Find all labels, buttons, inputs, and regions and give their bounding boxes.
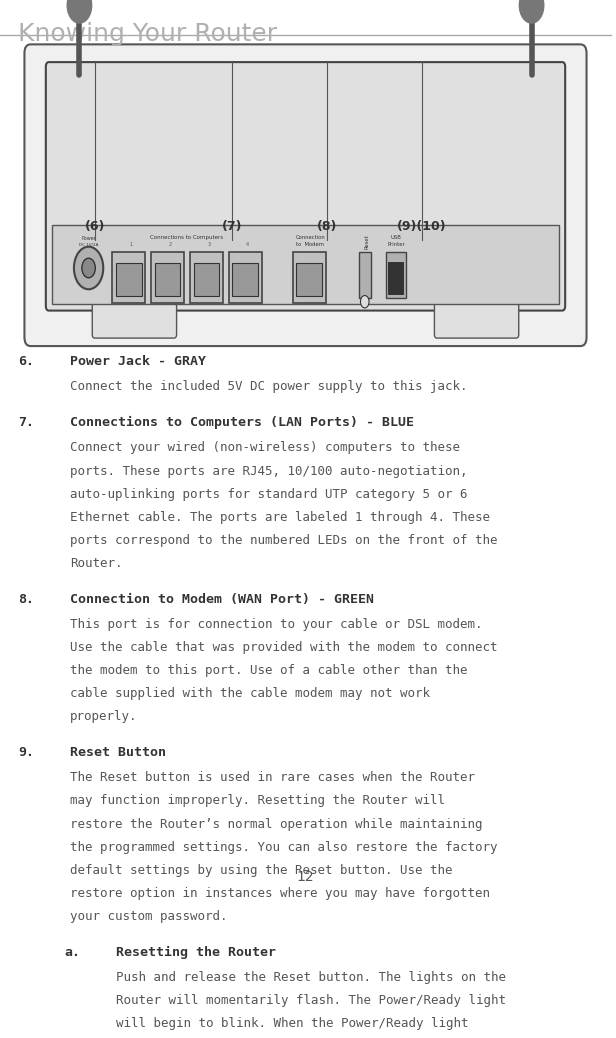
Text: Knowing Your Router: Knowing Your Router xyxy=(18,22,277,46)
Text: 2: 2 xyxy=(168,243,171,247)
Text: Ethernet cable. The ports are labeled 1 through 4. These: Ethernet cable. The ports are labeled 1 … xyxy=(70,511,490,524)
Text: Reset: Reset xyxy=(364,234,369,249)
FancyBboxPatch shape xyxy=(155,263,180,297)
Text: will begin to blink. When the Power/Ready light: will begin to blink. When the Power/Read… xyxy=(116,1017,469,1030)
Text: 9.: 9. xyxy=(18,746,34,759)
Text: Router.: Router. xyxy=(70,556,123,570)
Text: DC 1V/2A: DC 1V/2A xyxy=(79,243,99,247)
FancyBboxPatch shape xyxy=(229,252,262,303)
Text: the modem to this port. Use of a cable other than the: the modem to this port. Use of a cable o… xyxy=(70,664,468,677)
Text: Power: Power xyxy=(81,237,96,242)
Text: default settings by using the Reset button. Use the: default settings by using the Reset butt… xyxy=(70,864,453,877)
Text: (9)(10): (9)(10) xyxy=(397,220,447,233)
FancyBboxPatch shape xyxy=(193,263,219,297)
Text: Power Jack - GRAY: Power Jack - GRAY xyxy=(70,355,206,367)
Text: cable supplied with the cable modem may not work: cable supplied with the cable modem may … xyxy=(70,687,430,701)
Text: Connections to Computers (LAN Ports) - BLUE: Connections to Computers (LAN Ports) - B… xyxy=(70,416,415,429)
FancyBboxPatch shape xyxy=(113,252,145,303)
FancyBboxPatch shape xyxy=(52,224,559,304)
FancyBboxPatch shape xyxy=(293,252,326,303)
Text: Printer: Printer xyxy=(387,243,405,247)
Text: Reset Button: Reset Button xyxy=(70,746,166,759)
Text: your custom password.: your custom password. xyxy=(70,910,228,923)
Text: Use the cable that was provided with the modem to connect: Use the cable that was provided with the… xyxy=(70,641,498,654)
Text: Router will momentarily flash. The Power/Ready light: Router will momentarily flash. The Power… xyxy=(116,994,506,1007)
Text: ports. These ports are RJ45, 10/100 auto-negotiation,: ports. These ports are RJ45, 10/100 auto… xyxy=(70,465,468,477)
Text: (8): (8) xyxy=(317,220,337,233)
FancyBboxPatch shape xyxy=(25,45,586,346)
FancyBboxPatch shape xyxy=(359,252,371,298)
Circle shape xyxy=(67,0,92,23)
Text: 4: 4 xyxy=(246,243,249,247)
Text: restore option in instances where you may have forgotten: restore option in instances where you ma… xyxy=(70,886,490,900)
Text: Connect your wired (non-wireless) computers to these: Connect your wired (non-wireless) comput… xyxy=(70,441,460,455)
Text: 3: 3 xyxy=(208,243,211,247)
Circle shape xyxy=(360,296,369,308)
Text: Push and release the Reset button. The lights on the: Push and release the Reset button. The l… xyxy=(116,971,506,984)
FancyBboxPatch shape xyxy=(296,263,322,297)
FancyBboxPatch shape xyxy=(46,62,565,310)
Text: USB: USB xyxy=(391,236,402,241)
Text: the programmed settings. You can also restore the factory: the programmed settings. You can also re… xyxy=(70,841,498,853)
FancyBboxPatch shape xyxy=(92,303,177,338)
Text: 12: 12 xyxy=(297,870,314,883)
FancyBboxPatch shape xyxy=(116,263,142,297)
Circle shape xyxy=(82,258,95,278)
Text: a.: a. xyxy=(64,946,80,958)
FancyBboxPatch shape xyxy=(190,252,223,303)
FancyBboxPatch shape xyxy=(386,252,407,298)
Text: Connections to Computers: Connections to Computers xyxy=(150,236,223,241)
FancyBboxPatch shape xyxy=(434,303,519,338)
Text: (6): (6) xyxy=(84,220,105,233)
Text: to  Modem: to Modem xyxy=(296,243,325,247)
Text: ports correspond to the numbered LEDs on the front of the: ports correspond to the numbered LEDs on… xyxy=(70,534,498,547)
Circle shape xyxy=(74,247,103,290)
Text: 8.: 8. xyxy=(18,593,34,605)
FancyBboxPatch shape xyxy=(151,252,184,303)
Text: The Reset button is used in rare cases when the Router: The Reset button is used in rare cases w… xyxy=(70,771,476,785)
FancyBboxPatch shape xyxy=(232,263,258,297)
Text: This port is for connection to your cable or DSL modem.: This port is for connection to your cabl… xyxy=(70,618,483,631)
Text: (7): (7) xyxy=(222,220,243,233)
Text: properly.: properly. xyxy=(70,710,138,723)
Circle shape xyxy=(519,0,544,23)
Text: 7.: 7. xyxy=(18,416,34,429)
Text: Connection to Modem (WAN Port) - GREEN: Connection to Modem (WAN Port) - GREEN xyxy=(70,593,375,605)
Text: auto-uplinking ports for standard UTP category 5 or 6: auto-uplinking ports for standard UTP ca… xyxy=(70,488,468,500)
Text: 6.: 6. xyxy=(18,355,34,367)
FancyBboxPatch shape xyxy=(388,262,403,294)
Text: restore the Router’s normal operation while maintaining: restore the Router’s normal operation wh… xyxy=(70,818,483,830)
Text: Resetting the Router: Resetting the Router xyxy=(116,946,276,959)
Text: 1: 1 xyxy=(130,243,133,247)
Text: Connect the included 5V DC power supply to this jack.: Connect the included 5V DC power supply … xyxy=(70,380,468,393)
Text: Connection: Connection xyxy=(296,236,325,241)
Text: may function improperly. Resetting the Router will: may function improperly. Resetting the R… xyxy=(70,794,445,808)
